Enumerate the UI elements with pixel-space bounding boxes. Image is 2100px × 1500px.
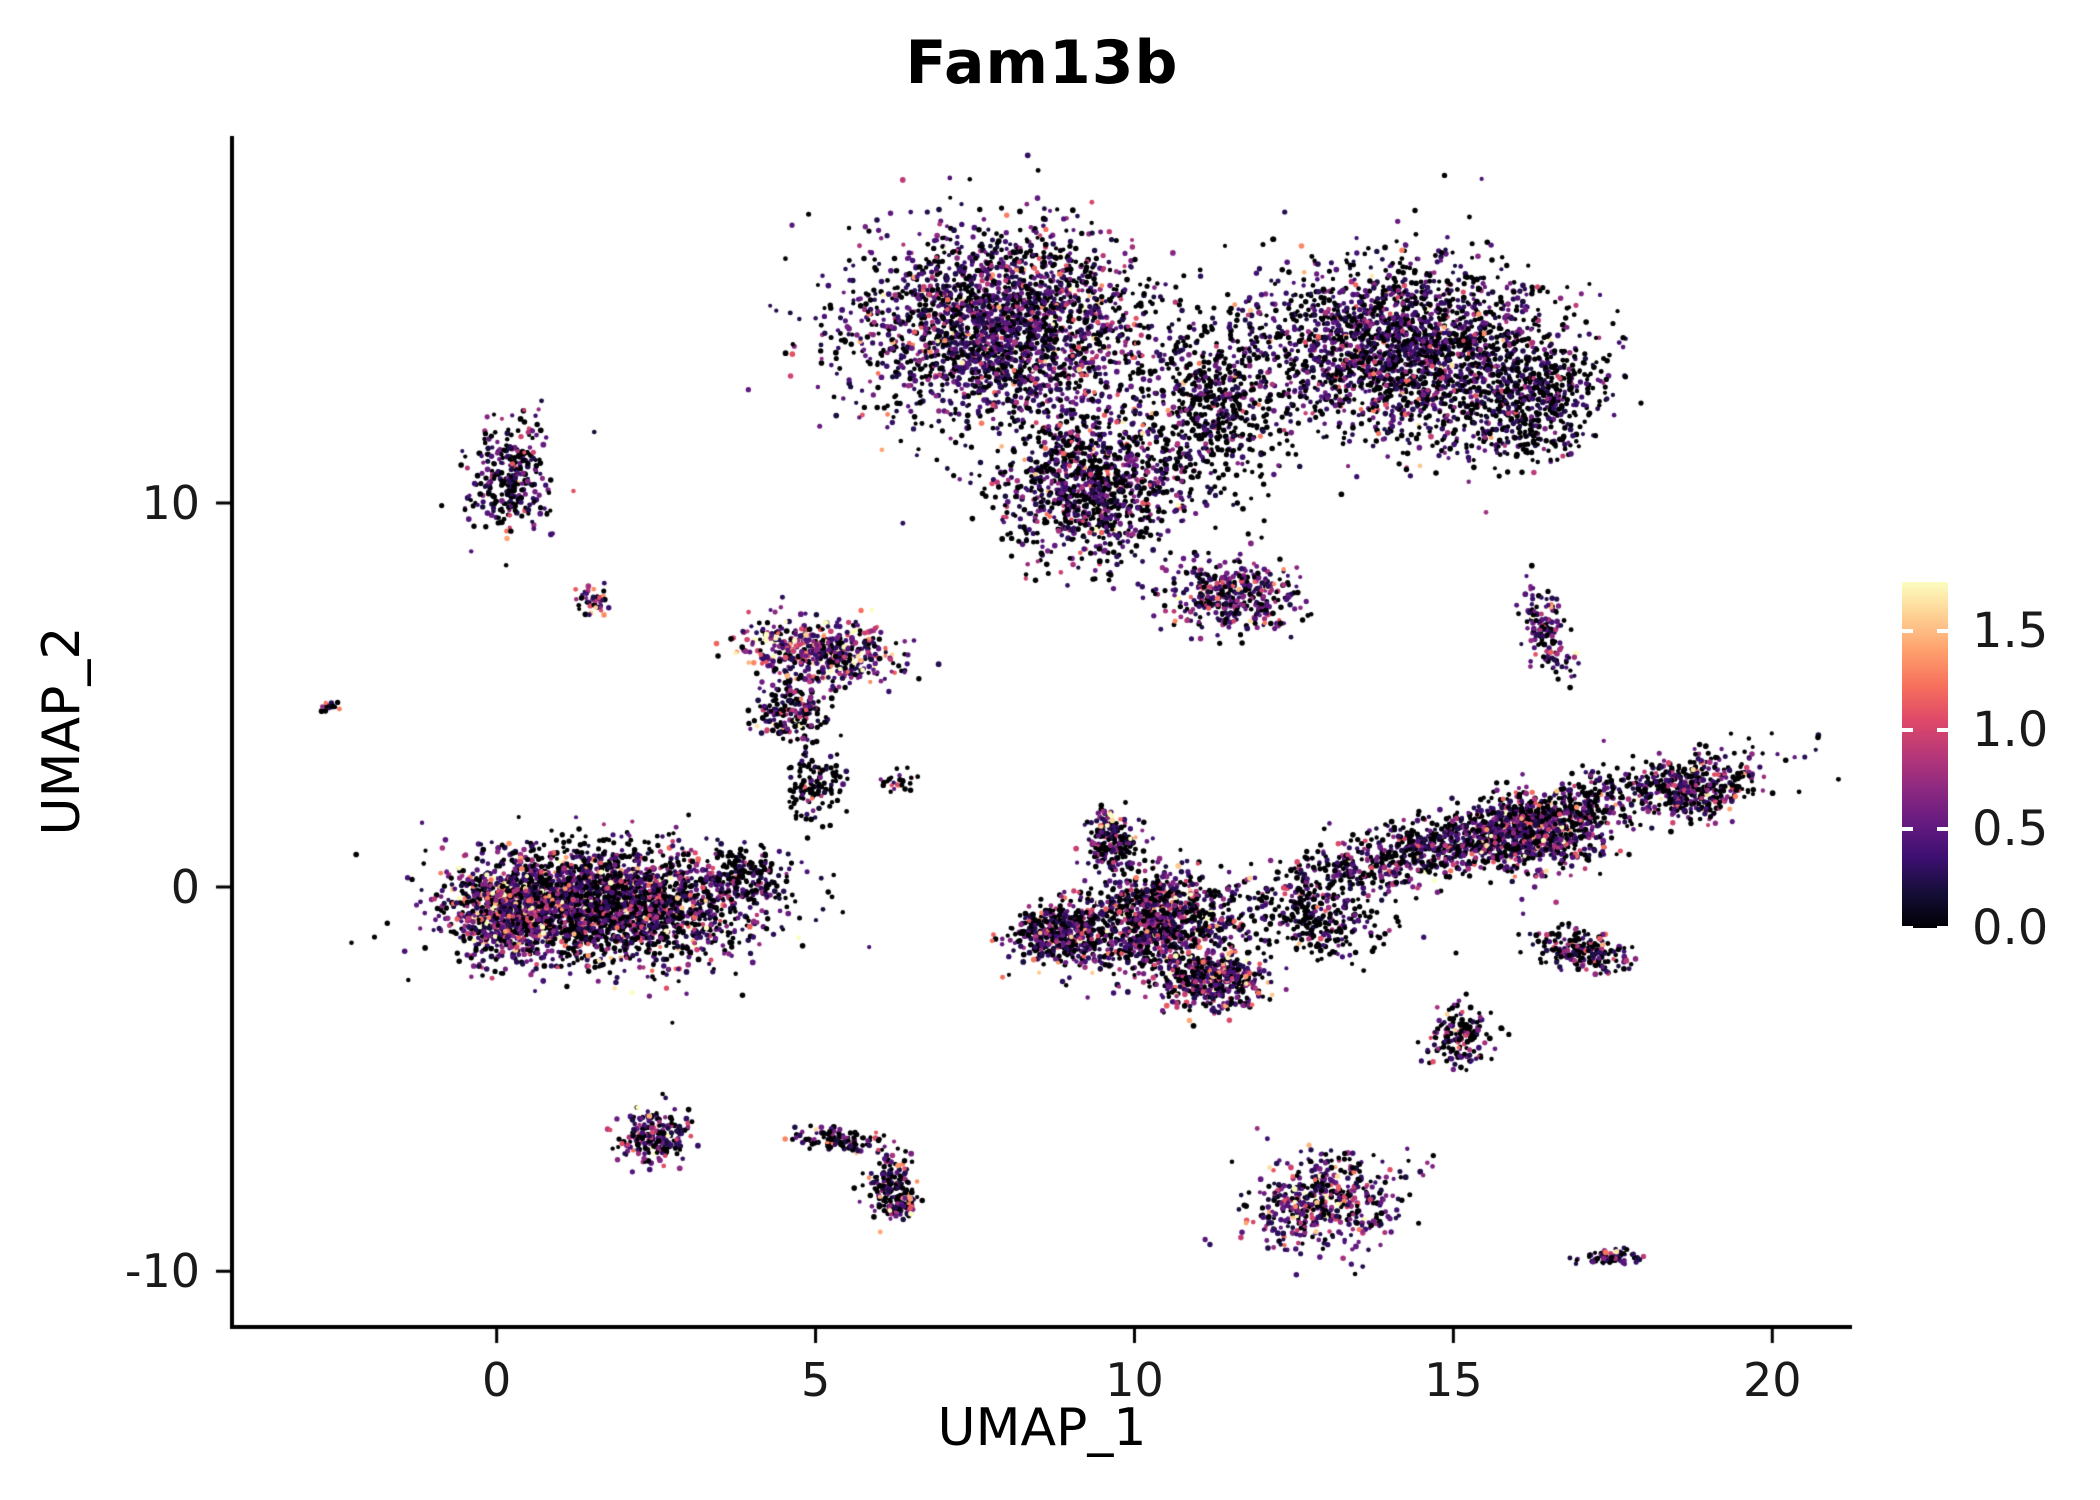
- y-tick-label: 10: [141, 475, 200, 530]
- x-tick-label: 15: [1424, 1353, 1483, 1407]
- colorbar-tick-label: 0.5: [1972, 801, 2049, 858]
- y-tick-label: 0: [170, 860, 200, 915]
- x-tick-label: 10: [1105, 1353, 1164, 1407]
- colorbar-tick-notch: [1902, 629, 1913, 634]
- x-tick-label: 5: [800, 1353, 831, 1407]
- colorbar-tick-notch: [1937, 728, 1948, 733]
- colorbar-tick-label: 1.0: [1972, 702, 2049, 759]
- colorbar-gradient: [1902, 582, 1948, 928]
- colorbar-tick-notch: [1902, 827, 1913, 832]
- y-axis-label: UMAP_2: [32, 626, 92, 836]
- colorbar-tick-label: 1.5: [1972, 603, 2049, 660]
- plot-title: Fam13b: [905, 28, 1179, 98]
- colorbar-tick-notch: [1902, 728, 1913, 733]
- y-tick-label: -10: [124, 1244, 200, 1299]
- colorbar-tick-notch: [1902, 926, 1913, 930]
- colorbar-tick-notch: [1937, 629, 1948, 634]
- x-tick-label: 0: [482, 1353, 512, 1407]
- x-axis-label: UMAP_1: [937, 1398, 1147, 1458]
- colorbar-tick-label: 0.0: [1972, 900, 2049, 956]
- colorbar-tick-notch: [1937, 926, 1948, 930]
- x-tick-label: 20: [1742, 1353, 1802, 1407]
- colorbar-tick-notch: [1937, 827, 1948, 832]
